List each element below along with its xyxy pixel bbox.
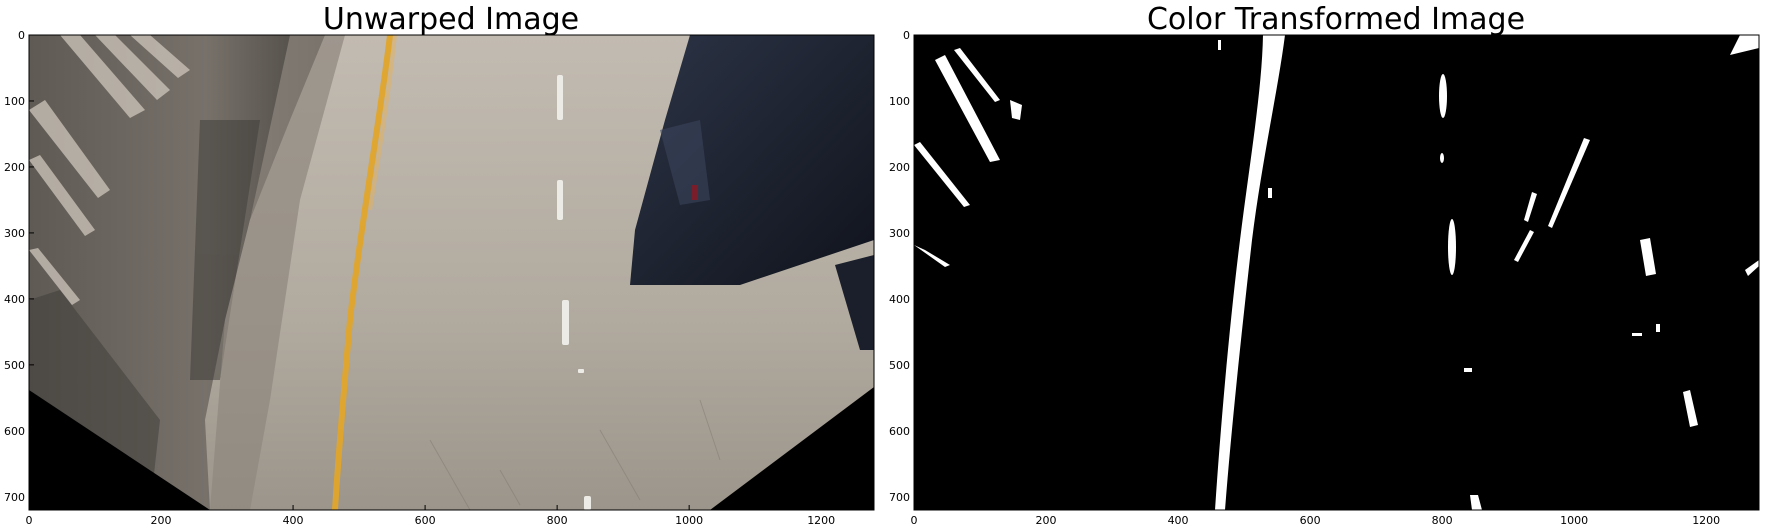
y-tick-label: 0 (903, 29, 910, 42)
x-tick-label: 1000 (675, 514, 703, 527)
lane-pixels (914, 35, 1759, 510)
x-tick-label: 1200 (1692, 514, 1720, 527)
y-tick-label: 600 (889, 425, 910, 438)
panel-title: Unwarped Image (323, 2, 579, 37)
x-tick-label: 1000 (1560, 514, 1588, 527)
wall-stripes (29, 35, 190, 305)
black-corner-left (29, 390, 210, 510)
x-tick-label: 400 (1168, 514, 1189, 527)
white-dashed-lane (557, 75, 591, 510)
unwarped-image (29, 35, 874, 510)
axes-frame (28, 34, 875, 511)
x-tick-label: 800 (547, 514, 568, 527)
axis-ticks: 0 200 400 600 800 1000 1200 0 100 200 300 400 500 600… (889, 29, 1720, 527)
x-tick-label: 800 (1432, 514, 1453, 527)
y-tick-label: 200 (4, 161, 25, 174)
y-tick-label: 100 (4, 95, 25, 108)
second-car (835, 255, 874, 350)
y-tick-label: 0 (18, 29, 25, 42)
x-tick-label: 0 (26, 514, 33, 527)
y-tick-label: 500 (4, 359, 25, 372)
y-tick-label: 400 (4, 293, 25, 306)
y-tick-label: 300 (4, 227, 25, 240)
black-corner-right (710, 387, 874, 510)
y-tick-label: 200 (889, 161, 910, 174)
x-tick-label: 600 (415, 514, 436, 527)
y-tick-label: 700 (4, 491, 25, 504)
x-tick-label: 400 (283, 514, 304, 527)
y-tick-label: 100 (889, 95, 910, 108)
x-tick-label: 600 (1300, 514, 1321, 527)
axis-ticks: 0 200 400 600 800 1000 1200 0 100 200 300 400 500 600… (4, 29, 835, 527)
panel-color-transformed: Color Transformed Image (889, 2, 1760, 527)
right-lane-dash (1439, 74, 1447, 118)
road-shadow (210, 35, 345, 510)
x-tick-label: 200 (1036, 514, 1057, 527)
left-lane-line (1215, 35, 1285, 510)
noise-stroke (935, 55, 1000, 162)
binary-background (914, 35, 1759, 510)
parked-car (630, 35, 874, 285)
y-tick-label: 700 (889, 491, 910, 504)
x-tick-label: 0 (911, 514, 918, 527)
panel-unwarped: Unwarped Image (4, 2, 875, 527)
panel-title: Color Transformed Image (1147, 2, 1525, 37)
right-lane-dash (1448, 219, 1456, 275)
axes-frame (913, 34, 1760, 511)
color-transformed-image (914, 35, 1759, 510)
y-tick-label: 500 (889, 359, 910, 372)
y-tick-label: 400 (889, 293, 910, 306)
y-tick-label: 300 (889, 227, 910, 240)
x-tick-label: 1200 (807, 514, 835, 527)
x-tick-label: 200 (151, 514, 172, 527)
y-tick-label: 600 (4, 425, 25, 438)
yellow-lane-line (332, 35, 393, 510)
